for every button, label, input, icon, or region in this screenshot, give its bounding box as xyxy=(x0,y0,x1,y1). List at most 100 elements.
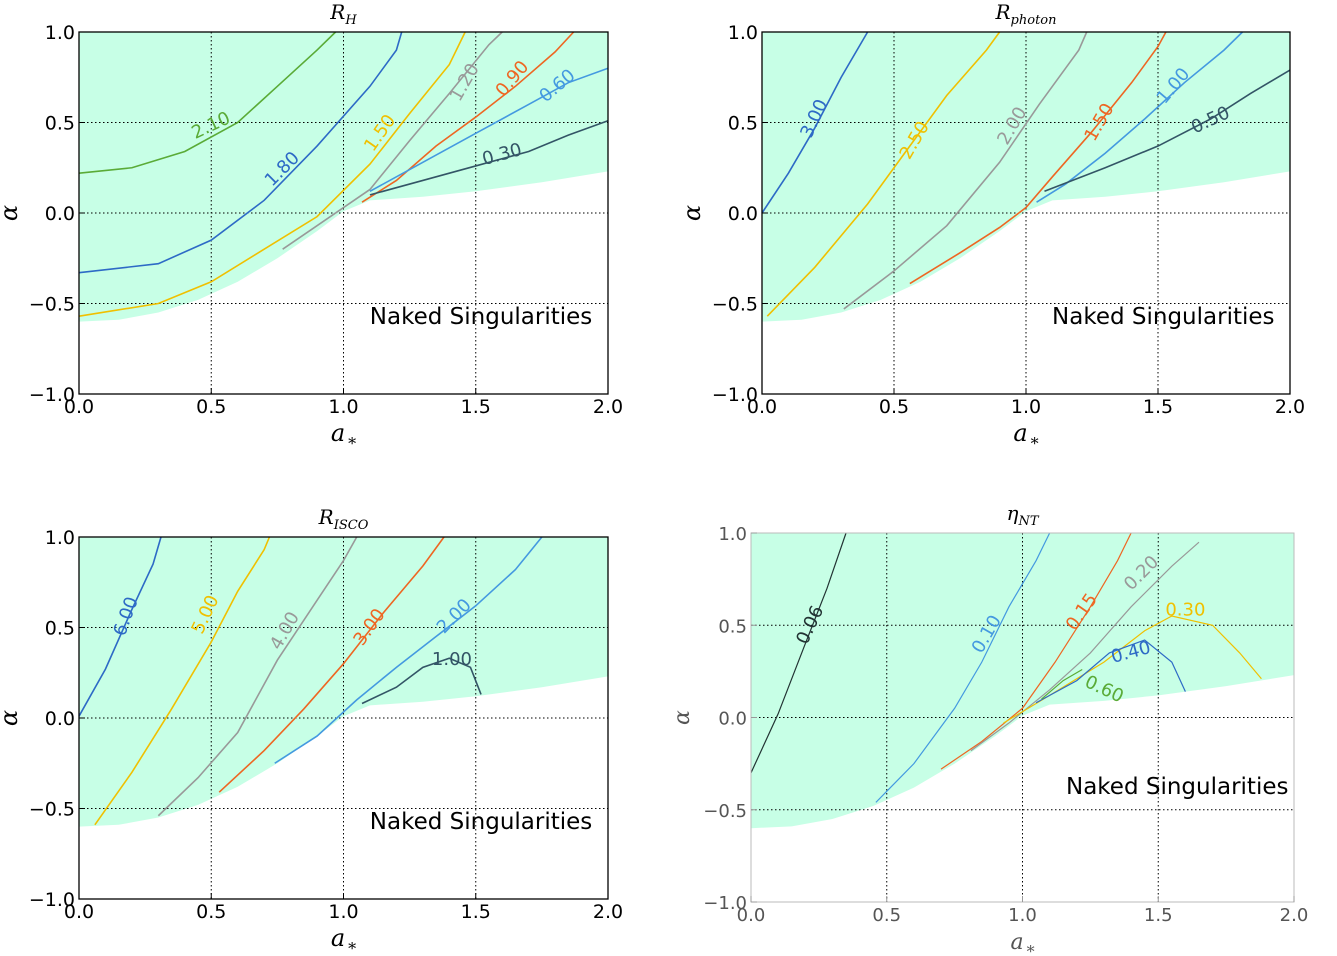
x-axis-label: a * xyxy=(1010,930,1034,956)
y-tick-label: 0.0 xyxy=(45,203,75,225)
chart-title-sub: photon xyxy=(1011,13,1057,28)
contour-line xyxy=(78,536,162,717)
y-tick-label: 0.5 xyxy=(45,113,75,135)
y-tick-label: −1.0 xyxy=(29,889,75,911)
grid xyxy=(79,32,608,394)
x-tick-label: 1.0 xyxy=(1008,905,1037,926)
x-tick-label: 0.0 xyxy=(747,396,777,418)
naked-singularities-annotation: Naked Singularities xyxy=(1052,304,1274,330)
contour-line xyxy=(369,67,609,192)
contour-line xyxy=(361,657,482,705)
x-tick-label: 0.5 xyxy=(879,396,909,418)
grid xyxy=(762,32,1290,394)
contour-line xyxy=(970,541,1200,752)
chart-title-main: R xyxy=(329,0,345,24)
contour-label: 1.00 xyxy=(432,649,472,670)
chart-title-sub: H xyxy=(344,13,357,28)
contour-line xyxy=(750,532,847,774)
x-axis-label-sub: * xyxy=(1031,434,1039,453)
contour-line xyxy=(940,532,1132,770)
x-axis-label-main: a xyxy=(331,419,345,447)
y-tick-label: −0.5 xyxy=(703,801,747,822)
x-tick-label: 0.0 xyxy=(737,905,766,926)
contour-line xyxy=(78,31,337,174)
contour-line xyxy=(875,532,1051,803)
naked-singularities-annotation: Naked Singularities xyxy=(1066,774,1288,800)
x-axis-label-main: a xyxy=(1013,419,1027,447)
chart-title: Rphoton xyxy=(994,0,1056,28)
x-axis-label: a * xyxy=(1013,419,1038,453)
x-tick-label: 1.0 xyxy=(328,396,358,418)
y-tick-label: −1.0 xyxy=(703,893,747,914)
x-tick-label: 2.0 xyxy=(593,901,623,923)
y-tick-label: 1.0 xyxy=(718,524,747,545)
x-tick-label: 2.0 xyxy=(593,396,623,418)
contour-line xyxy=(766,31,1001,317)
contour-line xyxy=(78,31,403,274)
x-tick-label: 1.0 xyxy=(1011,396,1041,418)
naked-singularities-annotation: Naked Singularities xyxy=(370,809,592,835)
y-axis-label: α xyxy=(0,205,23,221)
contour-line xyxy=(78,31,466,317)
y-tick-label: −0.5 xyxy=(712,294,758,316)
contour-panel-3: 6.00 5.00 4.00 3.00 2.001.000.0 0.5 1.0 1.5 2.0−… xyxy=(0,505,623,956)
chart-title-sub: ISCO xyxy=(333,518,369,533)
contour-line xyxy=(761,31,869,214)
contour-line xyxy=(369,119,609,196)
x-axis-label: a * xyxy=(331,924,356,956)
chart-title: RISCO xyxy=(318,505,369,533)
y-axis-label: α xyxy=(670,710,695,725)
x-axis-label-sub: * xyxy=(348,434,356,453)
x-tick-label: 1.5 xyxy=(1144,905,1173,926)
y-tick-label: −1.0 xyxy=(712,384,758,406)
contour-line xyxy=(909,31,1167,285)
x-tick-label: 1.0 xyxy=(328,901,358,923)
y-tick-label: 0.5 xyxy=(728,113,758,135)
naked-singularities-annotation: Naked Singularities xyxy=(370,304,592,330)
x-tick-label: 0.0 xyxy=(64,396,94,418)
contour-line xyxy=(1035,639,1186,704)
contour-line xyxy=(1041,669,1083,700)
y-tick-label: 0.5 xyxy=(718,616,747,637)
contour-panel-1: 2.101.801.501.20 0.90 0.600.300.0 0.5 1.0 1.5… xyxy=(0,0,623,453)
x-tick-label: 2.0 xyxy=(1275,396,1305,418)
x-axis-label-main: a xyxy=(331,924,345,952)
x-axis-label-sub: * xyxy=(1027,942,1035,956)
y-axis-label: α xyxy=(0,710,23,726)
x-axis-label-sub: * xyxy=(348,939,356,956)
chart-title-main: R xyxy=(994,0,1010,24)
y-tick-label: −1.0 xyxy=(29,384,75,406)
x-axis-label-main: a xyxy=(1010,930,1023,955)
x-axis-label: a * xyxy=(331,419,356,453)
y-tick-label: −0.5 xyxy=(29,294,75,316)
x-tick-label: 0.5 xyxy=(872,905,901,926)
contour-line xyxy=(218,536,445,793)
x-tick-label: 1.5 xyxy=(461,396,491,418)
x-tick-label: 1.5 xyxy=(1143,396,1173,418)
contour-line xyxy=(843,31,1088,310)
y-tick-label: 1.0 xyxy=(728,22,758,44)
contour-panel-4: 0.06 0.10 0.150.200.300.400.600.0 0.5 1.0 1.5… xyxy=(670,501,1308,956)
x-tick-label: 2.0 xyxy=(1280,905,1309,926)
contour-line xyxy=(274,536,543,764)
chart-title-main: R xyxy=(318,505,334,529)
contour-label: 0.30 xyxy=(1165,599,1205,620)
contour-line xyxy=(1044,69,1291,193)
x-tick-label: 0.0 xyxy=(64,901,94,923)
y-tick-label: 1.0 xyxy=(45,527,75,549)
contour-line xyxy=(361,31,575,203)
grid xyxy=(79,537,608,899)
y-tick-label: 0.0 xyxy=(45,708,75,730)
chart-title-main: η xyxy=(1006,501,1018,525)
y-tick-label: 1.0 xyxy=(45,22,75,44)
y-axis-label: α xyxy=(678,205,706,221)
chart-title-sub: NT xyxy=(1017,514,1039,529)
grid xyxy=(751,533,1294,902)
contour-line xyxy=(94,536,271,826)
chart-title: RH xyxy=(329,0,357,28)
contour-line xyxy=(157,536,358,817)
y-tick-label: 0.5 xyxy=(45,618,75,640)
x-tick-label: 0.5 xyxy=(196,396,226,418)
